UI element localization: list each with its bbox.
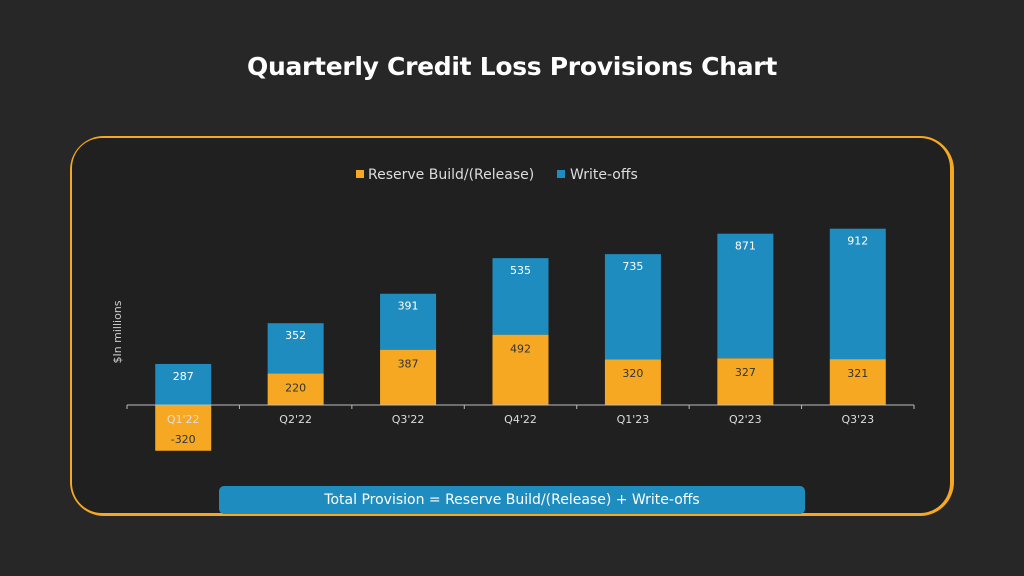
label-writeoffs-1: 287 (173, 370, 194, 383)
page-title: Quarterly Credit Loss Provisions Chart (247, 52, 777, 81)
tick-label-2: Q2'22 (279, 413, 312, 426)
bar-reserve-7 (829, 359, 886, 405)
bar-writeoffs-7 (829, 228, 886, 360)
label-reserve-3: 387 (398, 358, 419, 371)
bar-reserve-5 (604, 359, 661, 405)
label-reserve-4: 492 (510, 343, 531, 356)
formula-note: Total Provision = Reserve Build/(Release… (219, 486, 805, 514)
tick-label-5: Q1'23 (617, 413, 650, 426)
y-axis-label: $In millions (111, 300, 124, 363)
label-reserve-7: 321 (847, 367, 868, 380)
label-reserve-5: 320 (622, 367, 643, 380)
bar-reserve-3 (380, 349, 437, 405)
label-writeoffs-3: 391 (398, 300, 419, 313)
label-writeoffs-7: 912 (847, 235, 868, 248)
bar-reserve-4 (492, 334, 549, 405)
tick-label-3: Q3'22 (392, 413, 425, 426)
bar-writeoffs-3 (380, 293, 437, 350)
bar-writeoffs-1 (155, 363, 212, 405)
label-writeoffs-4: 535 (510, 264, 531, 277)
tick-label-7: Q3'23 (841, 413, 874, 426)
bar-reserve-6 (717, 358, 774, 405)
label-writeoffs-5: 735 (622, 260, 643, 273)
tick-label-6: Q2'23 (729, 413, 762, 426)
legend-swatch-reserve (356, 170, 364, 178)
tick-label-4: Q4'22 (504, 413, 537, 426)
label-writeoffs-2: 352 (285, 329, 306, 342)
tick-label-1: Q1'22 (167, 413, 200, 426)
bar-writeoffs-4 (492, 258, 549, 335)
legend-label-writeoffs: Write-offs (570, 167, 638, 183)
legend-swatch-writeoffs (557, 170, 565, 178)
bar-writeoffs-2 (267, 323, 324, 374)
bar-reserve-2 (267, 373, 324, 405)
bar-writeoffs-5 (604, 254, 661, 360)
legend-label-reserve: Reserve Build/(Release) (368, 167, 534, 183)
bar-reserve-1 (155, 405, 212, 451)
label-reserve-6: 327 (735, 366, 756, 379)
label-writeoffs-6: 871 (735, 240, 756, 253)
label-reserve-1: -320 (171, 433, 196, 446)
label-reserve-2: 220 (285, 382, 306, 395)
bar-writeoffs-6 (717, 233, 774, 359)
